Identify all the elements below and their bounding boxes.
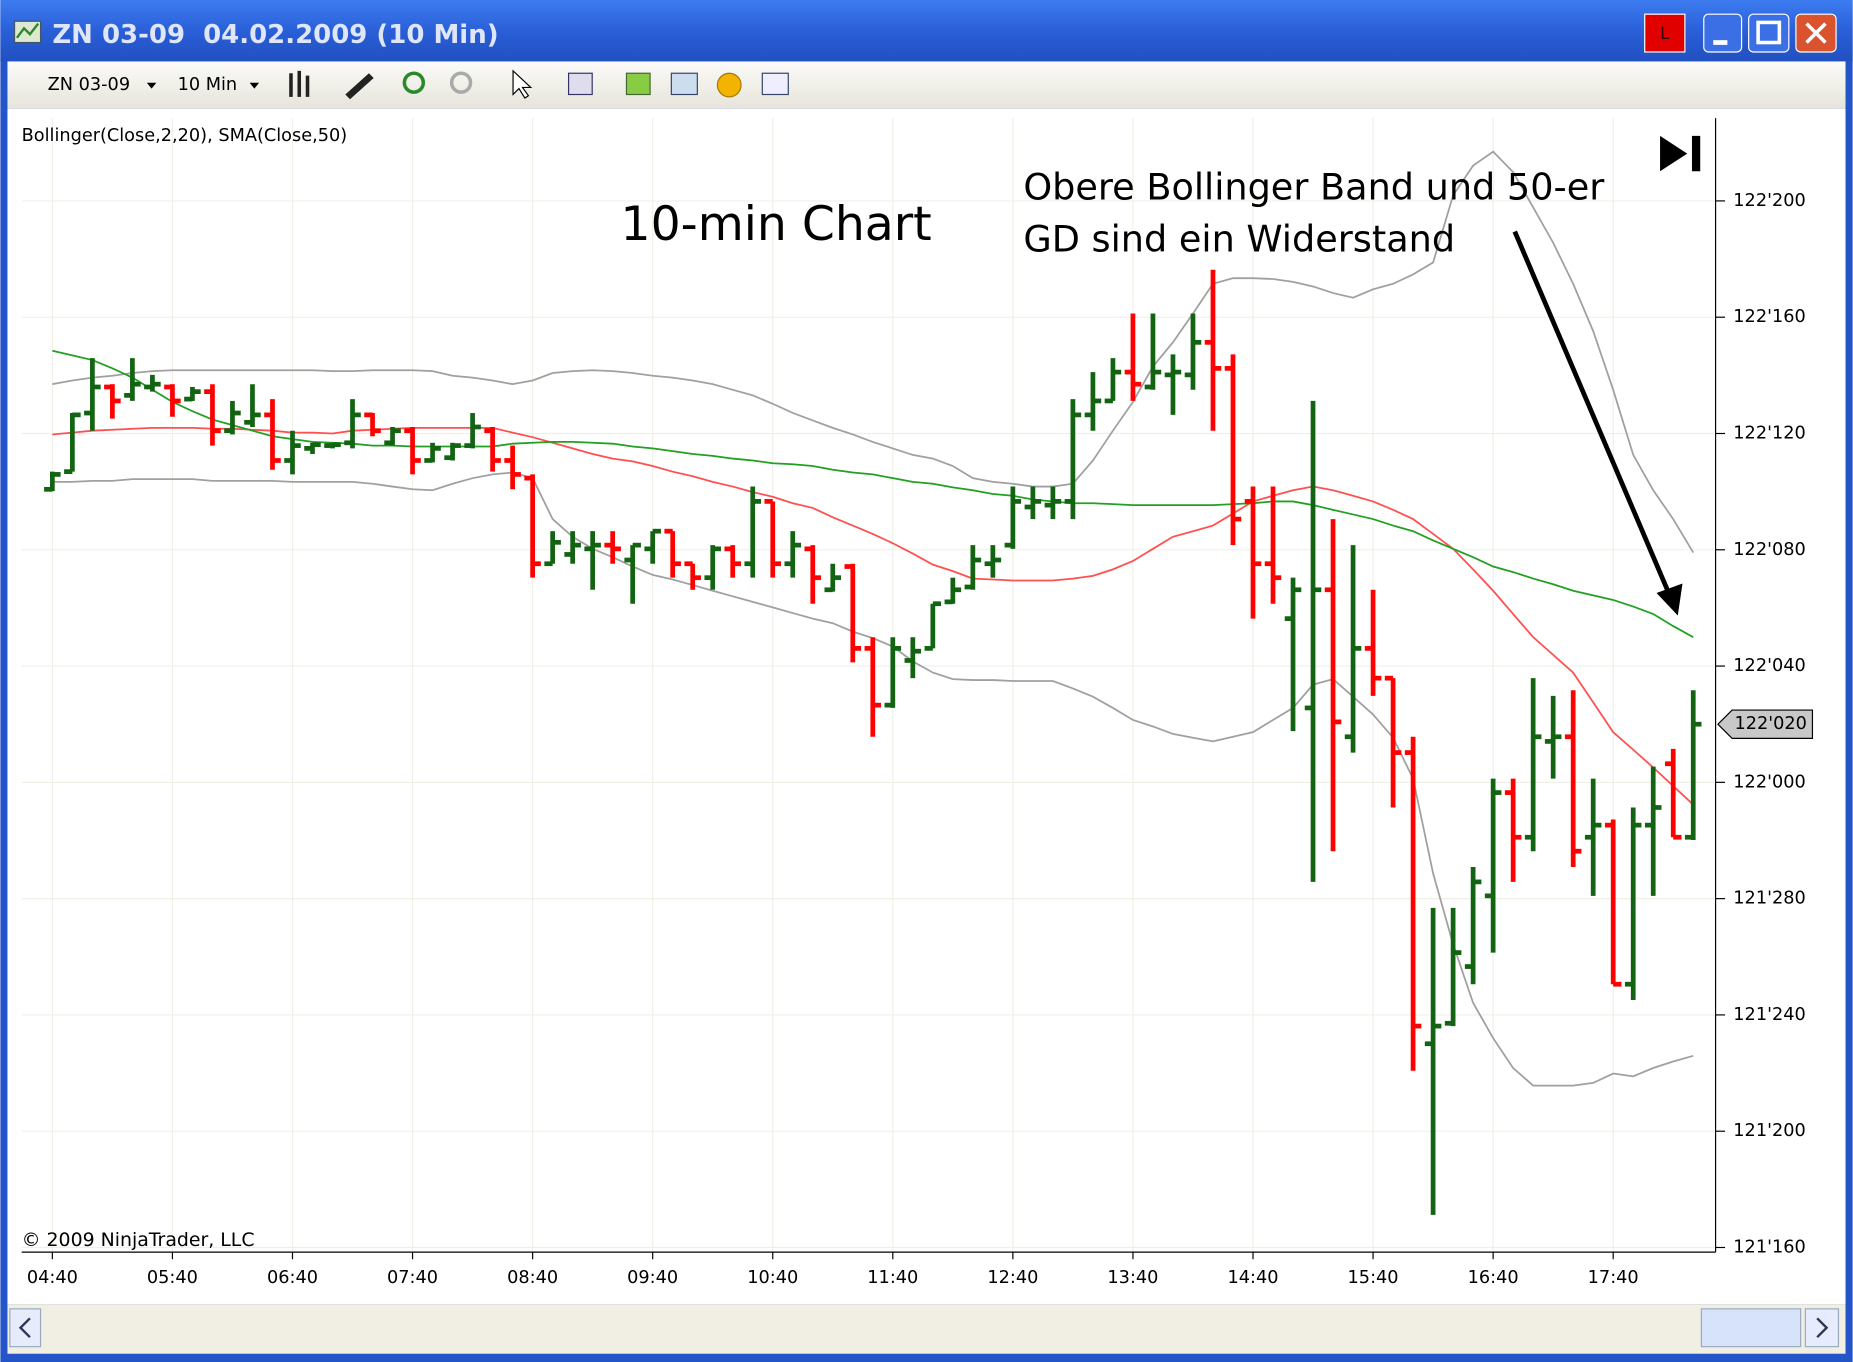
x-tick-label: 06:40 <box>267 1268 318 1288</box>
badge-label: L <box>1660 24 1670 43</box>
cursor-icon[interactable] <box>512 69 533 99</box>
scroll-thumb[interactable] <box>1700 1308 1802 1348</box>
annotation-arrow <box>1512 230 1673 599</box>
x-tick-label: 16:40 <box>1468 1268 1519 1288</box>
x-tick-label: 05:40 <box>147 1268 198 1288</box>
indicator-line <box>52 349 1694 638</box>
draw-icon[interactable] <box>345 73 374 100</box>
scroll-left-arrow <box>18 1317 31 1339</box>
scrollbar[interactable] <box>7 1304 1846 1354</box>
x-tick-label: 17:40 <box>1588 1268 1639 1288</box>
dropdown-arrow <box>249 82 260 89</box>
x-tick-label: 10:40 <box>747 1268 798 1288</box>
strategy-icon[interactable] <box>716 72 742 98</box>
indicator-label: Bollinger(Close,2,20), SMA(Close,50) <box>22 126 348 146</box>
y-tick-label: 122'040 <box>1733 656 1805 676</box>
zoom-in-icon[interactable] <box>402 71 426 94</box>
indicator-line <box>52 150 1695 554</box>
chart-title: 10-min Chart <box>621 197 932 252</box>
dropdown-arrow <box>146 82 157 89</box>
x-tick-label: 04:40 <box>27 1268 78 1288</box>
data-box-icon[interactable] <box>567 72 593 96</box>
y-tick-label: 122'120 <box>1733 423 1805 443</box>
y-tick-label: 121'280 <box>1733 889 1805 909</box>
y-tick-label: 121'200 <box>1733 1121 1805 1141</box>
interval-selector[interactable]: 10 Min <box>178 75 238 95</box>
x-tick-label: 09:40 <box>627 1268 678 1288</box>
y-tick-label: 122'160 <box>1733 307 1805 327</box>
properties-icon[interactable] <box>761 72 789 96</box>
x-tick-label: 07:40 <box>387 1268 438 1288</box>
app-icon-line <box>15 22 40 39</box>
instrument-selector[interactable]: ZN 03-09 <box>48 75 130 95</box>
annotation-arrowhead <box>1656 583 1683 616</box>
x-tick-label: 14:40 <box>1227 1268 1278 1288</box>
zoom-out-icon[interactable] <box>449 71 473 94</box>
y-tick-label: 122'200 <box>1733 191 1805 211</box>
last-price-label: 122'020 <box>1734 714 1806 734</box>
minimize-button[interactable] <box>1703 13 1743 53</box>
y-tick-label: 122'000 <box>1733 772 1805 792</box>
plot: 121'160 121'200 121'240 121'280 122'000 122'0… <box>21 118 1814 1288</box>
indicator-line <box>52 426 1694 806</box>
last-price-marker <box>1717 709 1814 739</box>
y-tick-label: 121'160 <box>1733 1237 1805 1257</box>
x-tick-label: 11:40 <box>867 1268 918 1288</box>
y-tick-label: 122'080 <box>1733 540 1805 560</box>
title-bar <box>0 0 1853 62</box>
scroll-left[interactable] <box>9 1308 42 1348</box>
x-tick-label: 13:40 <box>1107 1268 1158 1288</box>
copyright: © 2009 NinjaTrader, LLC <box>22 1229 255 1251</box>
chart-panel <box>7 108 1846 1305</box>
x-tick-label: 08:40 <box>507 1268 558 1288</box>
badge-button[interactable] <box>1644 13 1686 53</box>
close-icon <box>1805 22 1827 44</box>
x-tick-label: 15:40 <box>1348 1268 1399 1288</box>
y-tick-label: 121'240 <box>1733 1005 1805 1025</box>
maximize-icon <box>1756 20 1782 45</box>
maximize-button[interactable] <box>1748 13 1790 53</box>
scroll-right[interactable] <box>1804 1308 1840 1348</box>
bar-style-icon[interactable] <box>289 70 310 97</box>
scroll-right-arrow <box>1816 1317 1829 1339</box>
annotation-line: GD sind ein Widerstand <box>1023 217 1455 260</box>
minimize-icon <box>1713 40 1728 45</box>
instrument-icon[interactable] <box>625 72 651 96</box>
indicator-icon[interactable] <box>670 72 698 96</box>
window-title: ZN 03-09 04.02.2009 (10 Min) <box>52 20 498 50</box>
toolbar-icons <box>289 69 789 100</box>
toolbar <box>7 61 1846 109</box>
scroll-end-button[interactable] <box>1660 135 1701 172</box>
x-tick-label: 12:40 <box>987 1268 1038 1288</box>
annotation-line: Obere Bollinger Band und 50-er <box>1023 166 1605 209</box>
